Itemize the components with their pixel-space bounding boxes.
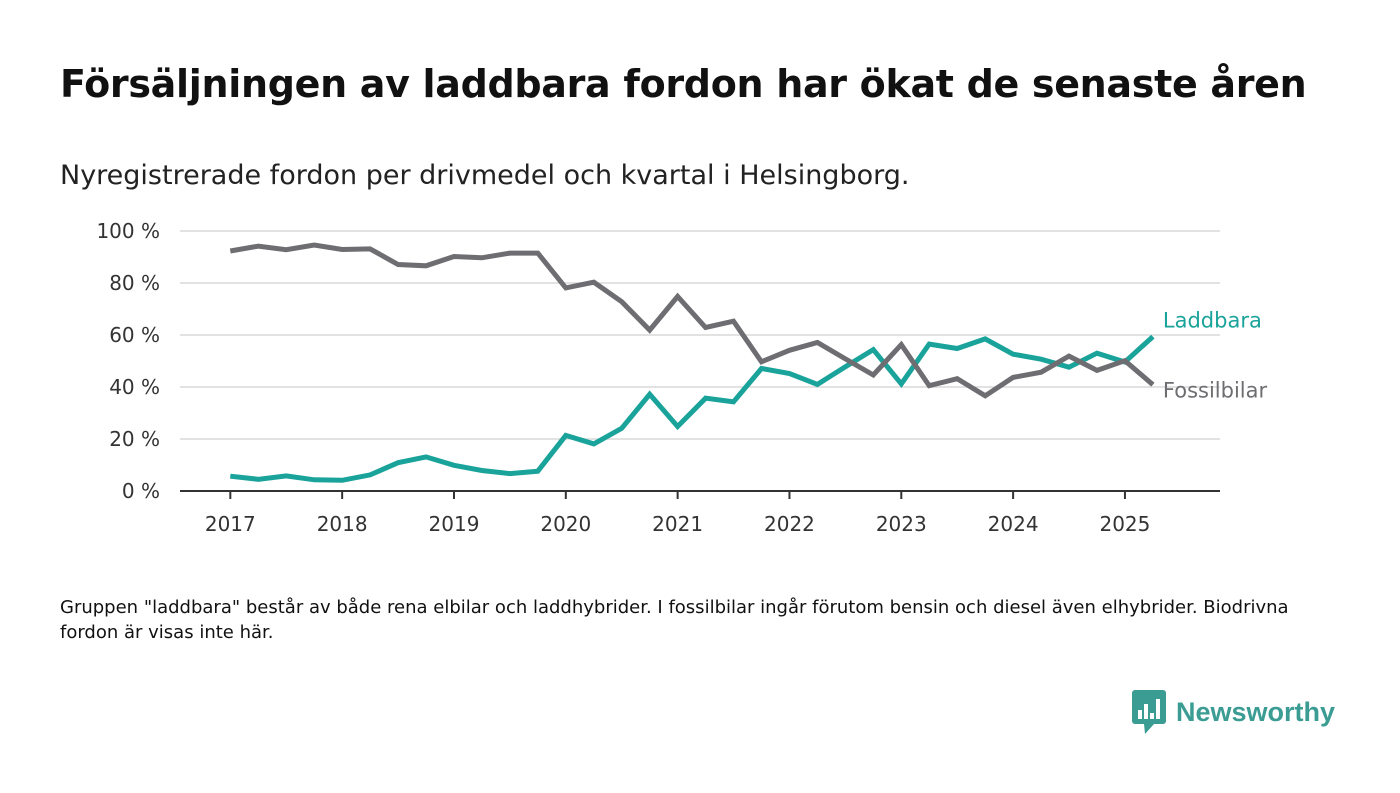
y-tick-label: 0 % — [122, 479, 160, 503]
x-tick-label: 2019 — [429, 512, 480, 536]
x-tick-label: 2022 — [764, 512, 815, 536]
y-tick-label: 60 % — [109, 323, 160, 347]
brand-name: Newsworthy — [1176, 696, 1336, 727]
y-axis-ticks: 0 % 20 % 40 % 60 % 80 % 100 % — [96, 219, 160, 503]
series-labels: Laddbara Fossilbilar — [1163, 309, 1268, 403]
footnote: Gruppen "laddbara" består av både rena e… — [60, 597, 1289, 643]
series-lines — [229, 242, 1155, 483]
gridlines — [180, 230, 1220, 440]
x-tick-label: 2024 — [988, 512, 1039, 536]
x-tick-label: 2023 — [876, 512, 927, 536]
series-label-laddbara: Laddbara — [1163, 309, 1262, 333]
x-tick-label: 2025 — [1099, 512, 1150, 536]
y-tick-label: 100 % — [96, 219, 160, 243]
newsworthy-brand[interactable]: Newsworthy — [1132, 690, 1335, 734]
chart-title: Försäljningen av laddbara fordon har öka… — [60, 62, 1307, 106]
x-axis: 2017 2018 2019 2020 2021 2022 2023 2024 2025 — [180, 490, 1220, 536]
chart-subtitle: Nyregistrerade fordon per drivmedel och … — [60, 160, 910, 191]
x-tick-label: 2017 — [205, 512, 256, 536]
series-line-laddbara — [230, 334, 1155, 483]
x-tick-label: 2018 — [317, 512, 368, 536]
line-chart: 0 % 20 % 40 % 60 % 80 % 100 % 2017 2018 2019 202… — [96, 219, 1268, 536]
series-line-fossilbilar — [229, 242, 1155, 399]
y-tick-label: 80 % — [109, 271, 160, 295]
y-tick-label: 40 % — [109, 375, 160, 399]
y-tick-label: 20 % — [109, 427, 160, 451]
newsworthy-logo-icon — [1132, 690, 1166, 734]
x-tick-label: 2020 — [540, 512, 591, 536]
series-label-fossilbilar: Fossilbilar — [1163, 379, 1268, 403]
x-tick-label: 2021 — [652, 512, 703, 536]
